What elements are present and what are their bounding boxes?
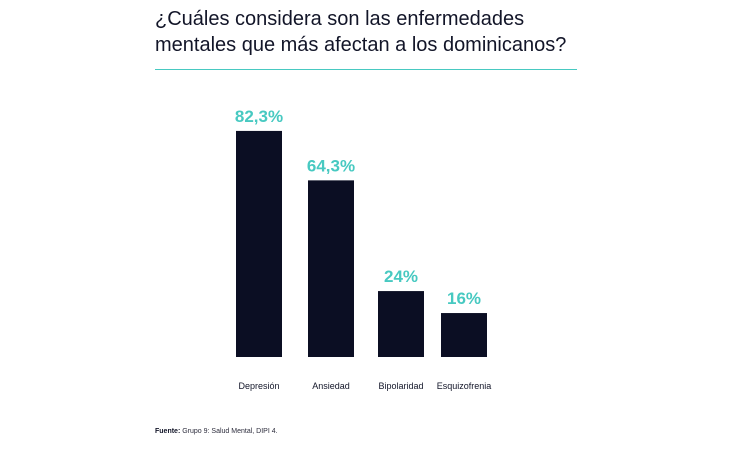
- source-text: Grupo 9: Salud Mental, DIPI 4.: [180, 428, 278, 435]
- chart-title: ¿Cuáles considera son las enfermedades m…: [155, 6, 595, 58]
- value-label-depresión: 82,3%: [235, 107, 283, 126]
- bar-depresión: [236, 130, 282, 357]
- category-label-depresión: Depresión: [238, 381, 279, 391]
- title-line-2: mentales que más afectan a los dominican…: [155, 34, 567, 56]
- category-label-ansiedad: Ansiedad: [312, 381, 350, 391]
- title-line-1: ¿Cuáles considera son las enfermedades: [155, 8, 525, 30]
- bar-ansiedad: [308, 180, 354, 357]
- category-label-esquizofrenia: Esquizofrenia: [437, 381, 492, 391]
- source-note: Fuente: Grupo 9: Salud Mental, DIPI 4.: [155, 428, 278, 435]
- value-label-esquizofrenia: 16%: [447, 289, 481, 308]
- title-divider: [155, 69, 577, 70]
- bar-esquizofrenia: [441, 313, 487, 357]
- bar-chart: 82,3% Depresión 64,3% Ansiedad 24% Bipolarida…: [235, 107, 492, 391]
- value-label-bipolaridad: 24%: [384, 267, 418, 286]
- source-label: Fuente:: [155, 428, 181, 435]
- bar-bipolaridad: [378, 291, 424, 357]
- value-label-ansiedad: 64,3%: [307, 156, 355, 175]
- category-label-bipolaridad: Bipolaridad: [378, 381, 423, 391]
